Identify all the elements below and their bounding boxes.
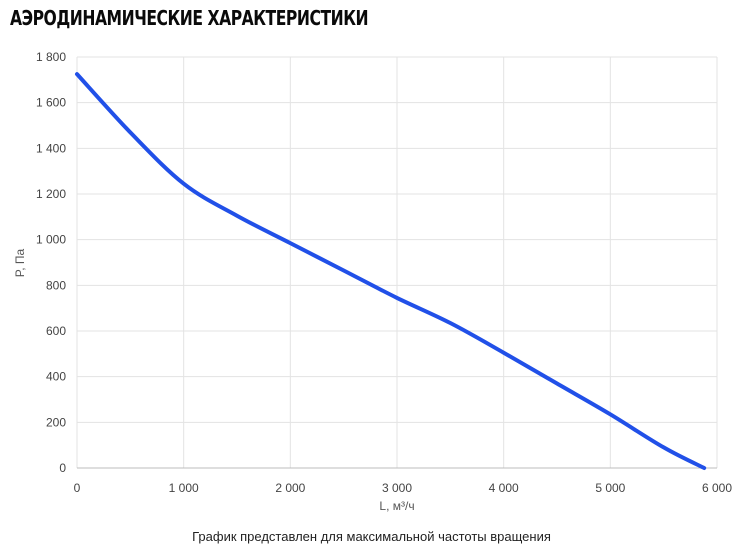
- y-tick-label: 400: [46, 370, 66, 384]
- x-tick-label: 0: [74, 481, 81, 495]
- x-axis-label: L, м³/ч: [379, 499, 414, 513]
- y-tick-label: 1 600: [36, 96, 66, 110]
- x-tick-label: 3 000: [382, 481, 412, 495]
- y-tick-label: 1 200: [36, 187, 66, 201]
- y-tick-label: 800: [46, 278, 66, 292]
- x-tick-label: 6 000: [702, 481, 732, 495]
- y-axis-ticks: 0 200 400 600 800 1 000 1 200 1 400 1 600 1 800: [36, 50, 66, 475]
- x-axis-ticks: 0 1 000 2 000 3 000 4 000 5 000 6 000: [74, 481, 733, 495]
- y-tick-label: 600: [46, 324, 66, 338]
- y-tick-label: 1 800: [36, 50, 66, 64]
- chart-grid: [76, 56, 718, 469]
- x-tick-label: 4 000: [489, 481, 519, 495]
- series-line: [75, 72, 707, 470]
- x-tick-label: 1 000: [169, 481, 199, 495]
- x-tick-label: 5 000: [595, 481, 625, 495]
- chart-footnote: График представлен для максимальной част…: [192, 529, 551, 544]
- y-axis-label: P, Па: [13, 248, 27, 277]
- page-title: Аэродинамические характеристики: [10, 6, 369, 30]
- y-tick-label: 200: [46, 415, 66, 429]
- chart-series: [75, 72, 707, 470]
- y-tick-label: 0: [59, 461, 66, 475]
- y-tick-label: 1 000: [36, 233, 66, 247]
- chart: 0 200 400 600 800 1 000 1 200 1 400 1 600 1 800 0…: [13, 50, 733, 513]
- y-tick-label: 1 400: [36, 141, 66, 155]
- x-tick-label: 2 000: [275, 481, 305, 495]
